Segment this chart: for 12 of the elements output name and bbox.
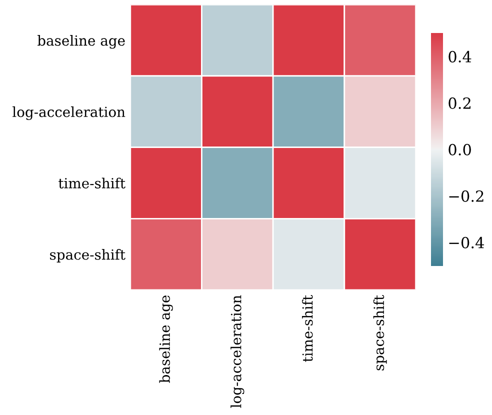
color-bar-label: 0.4 xyxy=(448,50,472,62)
y-tick-label: time-shift xyxy=(58,178,126,188)
color-bar-label: 0.2 xyxy=(448,97,470,109)
color-bar-label: −0.2 xyxy=(449,190,484,202)
y-tick-label: space-shift xyxy=(50,249,126,262)
y-tick-label: baseline age xyxy=(38,35,125,49)
color-bar-label: −0.4 xyxy=(449,236,484,248)
y-tick-label: log-acceleration xyxy=(12,106,126,120)
color-bar-label: 0.0 xyxy=(448,144,471,156)
x-tick-label: space-shift xyxy=(373,294,387,370)
x-tick-label: time-shift xyxy=(302,294,313,362)
x-tick-label: log-acceleration xyxy=(230,295,244,408)
